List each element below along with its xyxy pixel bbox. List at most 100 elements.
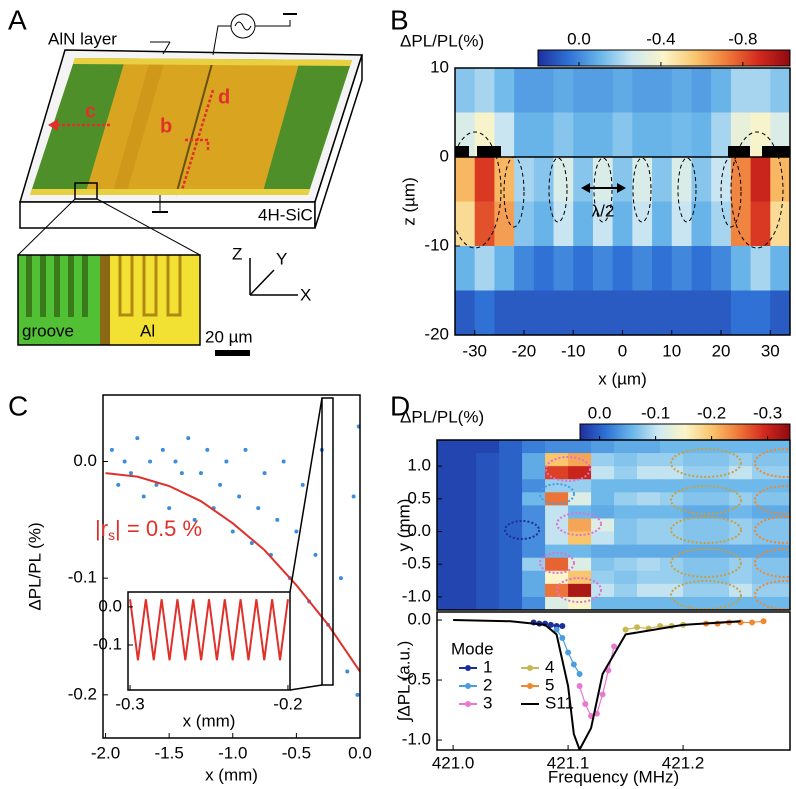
heatmap-cell xyxy=(752,440,776,454)
heatmap-cell xyxy=(632,112,653,158)
x-tick-label: 0 xyxy=(618,341,627,360)
scatter-point xyxy=(109,447,114,452)
heatmap-cell xyxy=(706,583,730,598)
scatter-point xyxy=(224,459,229,464)
heatmap-cell xyxy=(474,290,495,335)
heatmap-cell xyxy=(522,479,546,493)
heatmap-cell xyxy=(499,583,523,598)
plot-frame xyxy=(127,591,291,691)
heatmap-cell xyxy=(591,440,615,454)
heatmap-cell xyxy=(522,440,546,454)
heatmap-cell xyxy=(750,201,771,247)
legend-marker xyxy=(465,683,471,689)
y-tick-label: -0.5 xyxy=(402,670,431,689)
heatmap-cell xyxy=(711,157,732,202)
x-tick-label: 421.0 xyxy=(432,753,475,772)
x-tick-label: 10 xyxy=(662,341,681,360)
heatmap-cell xyxy=(752,583,776,598)
heatmap-cell xyxy=(660,453,684,467)
x-axis-label: Frequency (MHz) xyxy=(548,767,679,786)
heatmap-cell xyxy=(533,112,555,158)
heatmap-cell xyxy=(632,201,653,247)
heatmap-cell xyxy=(553,246,574,291)
heatmap-cell xyxy=(711,246,732,291)
scatter-point xyxy=(122,459,127,464)
y-tick-label: 0 xyxy=(440,146,449,165)
heatmap-cell xyxy=(592,201,614,247)
heatmap-cell xyxy=(453,570,477,585)
heatmap-cells xyxy=(455,68,790,335)
annotation: | = 0.5 % xyxy=(115,516,202,541)
heatmap-cell xyxy=(591,466,615,480)
heatmap-cell xyxy=(437,531,454,546)
scatter-point xyxy=(313,552,318,557)
zoom-indicator xyxy=(289,397,334,691)
heatmap-cell xyxy=(614,557,638,572)
heatmap-cell xyxy=(614,453,638,467)
heatmap-cell xyxy=(730,246,752,291)
heatmap-cell xyxy=(614,570,638,585)
heatmap-cell xyxy=(494,68,515,113)
heatmap-cell xyxy=(729,583,753,598)
heatmap-cell xyxy=(775,453,790,467)
heatmap-cell xyxy=(729,544,753,559)
axis-letter: Y xyxy=(276,249,287,268)
x-tick-label: 0.0 xyxy=(348,743,372,762)
electrode xyxy=(455,146,790,193)
heatmap-cell xyxy=(706,466,730,480)
heatmap-cell xyxy=(660,505,684,519)
colorbar-tick-label: -0.8 xyxy=(728,29,757,48)
heatmap-cell xyxy=(752,570,776,585)
heatmap-cell xyxy=(453,492,477,506)
heatmap-cell xyxy=(706,596,730,610)
chart-axes: 0.0 -0.1 -0.2 -0.3 ΔPL/PL(%) 1.0 0.5 0.0 -0.5 -1.… xyxy=(394,403,791,611)
colorbar-tick-label: 0.0 xyxy=(567,29,591,48)
heatmap-cell xyxy=(453,453,477,467)
heatmap-cell xyxy=(775,570,790,585)
scale-bar-label: 20 µm xyxy=(205,327,253,346)
heatmap-cell xyxy=(455,201,476,247)
heatmap-cell xyxy=(770,246,790,291)
colorbar-label: ΔPL/PL(%) xyxy=(400,31,484,50)
y-axis-label: ΔPL/PL (%) xyxy=(25,522,44,610)
series-marker xyxy=(547,621,554,628)
x-tick-label: 421.2 xyxy=(662,753,705,772)
heatmap-cell xyxy=(775,596,790,610)
heatmap-cell xyxy=(437,596,454,610)
heatmap-cell xyxy=(711,201,732,247)
scatter-point xyxy=(249,541,254,546)
heatmap-cell xyxy=(499,557,523,572)
colorbar xyxy=(579,423,791,441)
heatmap-cell xyxy=(729,570,753,585)
chart-axes: 421.0 421.1 421.2 0.0 -0.5 -1.0 Frequency (MHz… xyxy=(394,610,791,786)
y-axis-label: y (mm) xyxy=(394,499,413,552)
scatter-point xyxy=(275,517,280,522)
heatmap-cell xyxy=(683,492,707,506)
legend-label: 2 xyxy=(483,675,492,694)
heatmap-cell xyxy=(729,440,753,454)
series-marker xyxy=(611,643,618,650)
heatmap-cell xyxy=(775,492,790,506)
heatmap-cell xyxy=(545,440,569,454)
heatmap-cell xyxy=(637,479,661,493)
heatmap-cell xyxy=(632,157,653,202)
y-tick-label: 0.0 xyxy=(73,451,97,470)
heatmap-cell xyxy=(545,518,569,533)
heatmap-cell xyxy=(476,583,500,598)
heatmap-cell xyxy=(591,596,615,610)
heatmap-cell xyxy=(568,583,592,598)
heatmap-cell xyxy=(453,596,477,610)
y-tick-label: 0.0 xyxy=(98,596,122,615)
heatmap-cell xyxy=(683,466,707,480)
x-tick-label: -20 xyxy=(512,341,537,360)
heatmap-cell xyxy=(652,68,673,113)
inset-line xyxy=(129,599,289,661)
heatmap-cell xyxy=(476,479,500,493)
heatmap-cell xyxy=(652,201,673,247)
series-marker xyxy=(622,626,629,633)
heatmap-cell xyxy=(637,505,661,519)
series-marker xyxy=(559,623,566,630)
heatmap-cell xyxy=(591,453,615,467)
heatmap-cell xyxy=(711,290,732,335)
y-tick-label: -0.2 xyxy=(68,684,97,703)
